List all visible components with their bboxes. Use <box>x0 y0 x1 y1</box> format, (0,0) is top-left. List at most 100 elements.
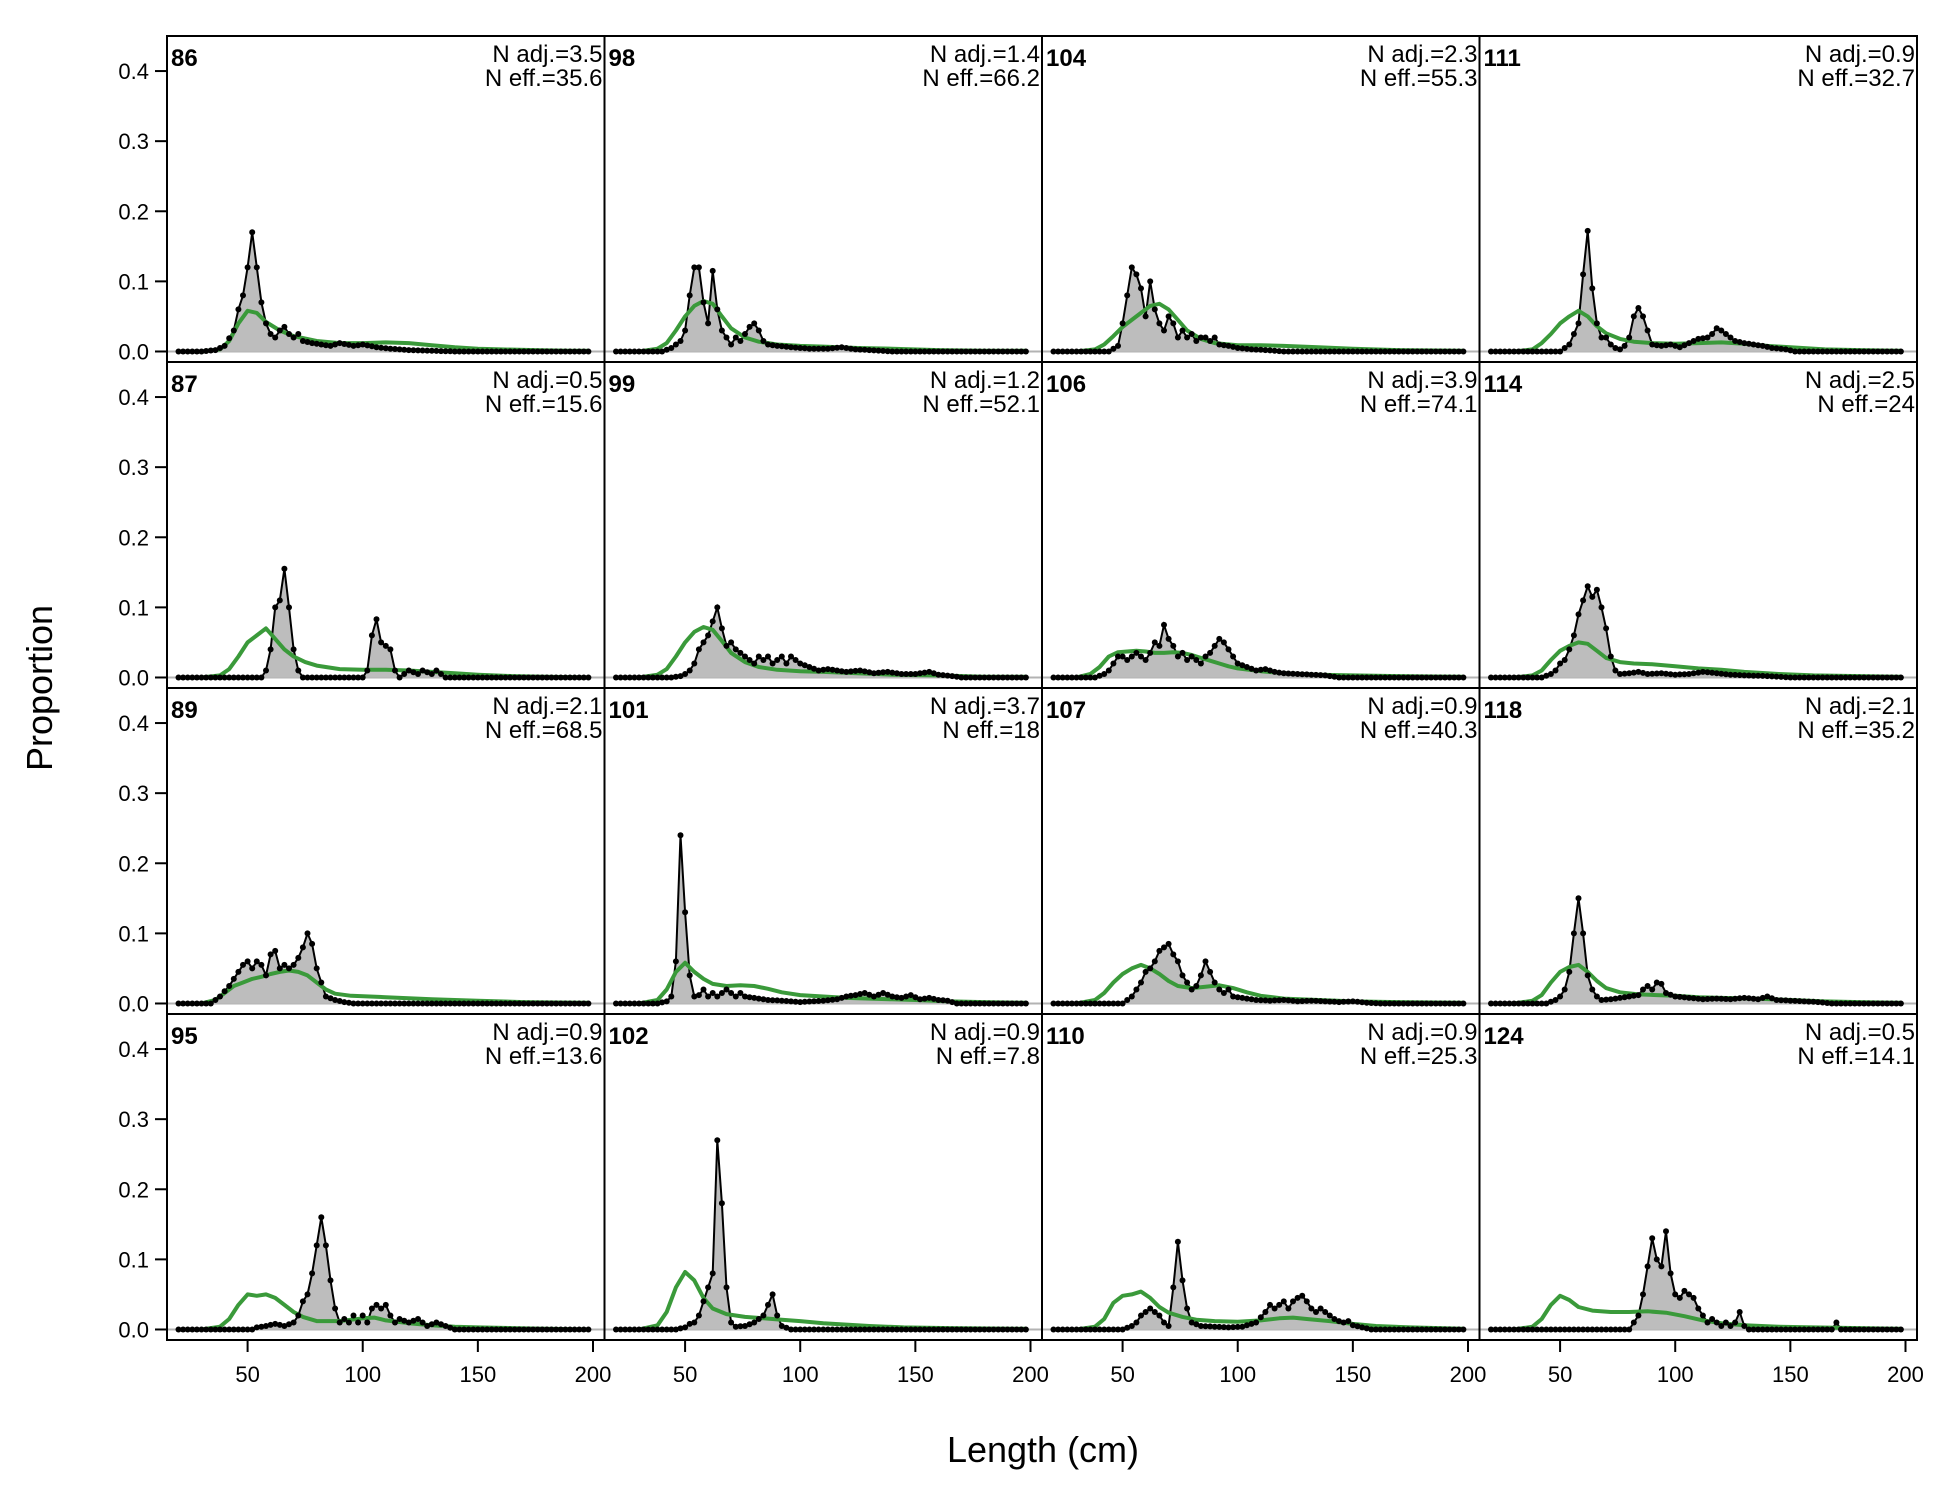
observed-point <box>672 673 679 680</box>
observed-point <box>1216 1323 1223 1330</box>
observed-point <box>557 1000 564 1007</box>
observed-point <box>392 1319 398 1326</box>
observed-point <box>571 1000 578 1007</box>
x-tick-label: 200 <box>1012 1362 1049 1387</box>
observed-point <box>226 335 233 342</box>
observed-point <box>1059 674 1066 681</box>
observed-point <box>1230 343 1237 350</box>
observed-point <box>912 348 919 355</box>
observed-point <box>295 954 302 961</box>
observed-point <box>1138 653 1144 660</box>
observed-point <box>1640 313 1646 320</box>
observed-area <box>1491 898 1901 1004</box>
panel-n-adj: N adj.=0.5 <box>1805 1019 1915 1046</box>
observed-point <box>327 995 334 1002</box>
observed-point <box>1294 1294 1301 1301</box>
observed-point <box>1870 1000 1877 1007</box>
panel-99: 99 N adj.=1.2N eff.=52.1 <box>603 361 1043 689</box>
observed-point <box>534 1000 541 1007</box>
observed-point <box>732 334 739 341</box>
observed-point <box>967 1326 974 1333</box>
observed-point <box>1359 999 1366 1006</box>
observed-point <box>953 1000 960 1007</box>
observed-point <box>1022 1000 1029 1007</box>
observed-point <box>1626 670 1633 677</box>
observed-point <box>1363 348 1370 355</box>
observed-point <box>474 1000 481 1007</box>
observed-area <box>616 1140 1026 1330</box>
observed-point <box>1778 997 1785 1004</box>
observed-point <box>1271 997 1278 1004</box>
observed-point <box>1713 995 1720 1002</box>
observed-point <box>1124 292 1131 299</box>
observed-point <box>1110 1000 1117 1007</box>
observed-point <box>626 1000 633 1007</box>
observed-point <box>907 992 914 999</box>
observed-point <box>253 1324 260 1331</box>
observed-point <box>180 1326 187 1333</box>
observed-point <box>1870 348 1877 355</box>
observed-point <box>1174 334 1181 341</box>
observed-point <box>1050 1326 1057 1333</box>
observed-point <box>691 660 698 667</box>
observed-point <box>1161 327 1167 334</box>
observed-point <box>1004 348 1011 355</box>
observed-point <box>1838 1326 1844 1333</box>
observed-point <box>276 1321 283 1328</box>
observed-point <box>732 646 739 653</box>
observed-point <box>1078 1326 1085 1333</box>
observed-point <box>843 1326 850 1333</box>
observed-point <box>327 342 334 349</box>
observed-point <box>1409 1000 1416 1007</box>
observed-point <box>1617 671 1623 677</box>
observed-point <box>622 674 629 681</box>
panel-111: 111 N adj.=0.9N eff.=32.7 <box>1478 35 1918 363</box>
observed-point <box>870 993 877 1000</box>
observed-point <box>1013 674 1020 681</box>
observed-point <box>857 991 864 997</box>
observed-point <box>866 669 873 676</box>
observed-point <box>1515 1000 1522 1007</box>
observed-point <box>746 1321 753 1328</box>
observed-point <box>240 674 246 681</box>
observed-point <box>1699 996 1706 1003</box>
observed-point <box>456 1000 463 1007</box>
observed-point <box>1547 1326 1554 1333</box>
observed-point <box>585 1000 592 1007</box>
observed-point <box>1884 348 1891 355</box>
observed-point <box>332 997 339 1003</box>
observed-point <box>1253 667 1260 674</box>
observed-point <box>1395 674 1402 681</box>
observed-point <box>1110 1326 1117 1333</box>
observed-point <box>949 999 956 1006</box>
observed-point <box>700 986 707 993</box>
observed-point <box>1741 672 1748 679</box>
observed-point <box>484 674 491 681</box>
observed-point <box>1405 1000 1412 1007</box>
observed-point <box>203 1000 210 1007</box>
observed-point <box>1128 1323 1135 1329</box>
observed-point <box>1547 348 1554 355</box>
observed-point <box>217 345 223 351</box>
observed-point <box>1211 979 1218 986</box>
observed-point <box>1690 1294 1697 1301</box>
observed-point <box>258 1323 265 1330</box>
observed-point <box>806 345 813 352</box>
observed-point <box>299 944 306 951</box>
observed-point <box>709 618 716 625</box>
observed-point <box>631 348 638 355</box>
observed-point <box>1755 996 1762 1003</box>
observed-point <box>1557 993 1564 1000</box>
observed-point <box>654 1000 661 1007</box>
observed-point <box>751 994 758 1001</box>
observed-point <box>1096 1326 1103 1333</box>
y-tick-label: 0.2 <box>118 199 149 224</box>
observed-point <box>1151 1309 1158 1315</box>
observed-point <box>1428 674 1435 681</box>
observed-point <box>737 1323 744 1330</box>
observed-point <box>1359 674 1366 681</box>
observed-point <box>1792 1326 1798 1333</box>
observed-point <box>184 1326 191 1333</box>
observed-point <box>751 320 758 327</box>
observed-point <box>1492 674 1499 681</box>
